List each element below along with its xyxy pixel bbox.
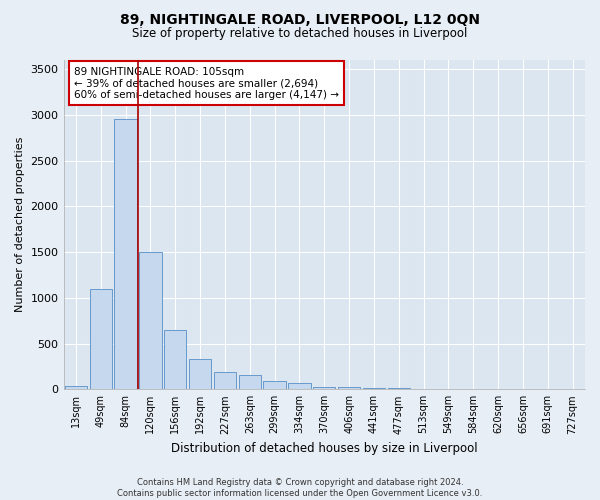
Text: Size of property relative to detached houses in Liverpool: Size of property relative to detached ho… [133,28,467,40]
Bar [189,359,211,390]
Bar [89,288,112,390]
Text: 89 NIGHTINGALE ROAD: 105sqm
← 39% of detached houses are smaller (2,694)
60% of : 89 NIGHTINGALE ROAD: 105sqm ← 39% of det… [74,66,339,100]
Bar [164,330,187,390]
Bar [313,386,335,390]
Bar [139,252,161,390]
Bar [338,387,360,390]
Bar [239,374,261,390]
Bar [363,388,385,390]
Bar [388,388,410,390]
Bar [214,372,236,390]
Y-axis label: Number of detached properties: Number of detached properties [15,137,25,312]
Bar [263,381,286,390]
Bar [288,383,311,390]
Bar [65,386,87,390]
Text: 89, NIGHTINGALE ROAD, LIVERPOOL, L12 0QN: 89, NIGHTINGALE ROAD, LIVERPOOL, L12 0QN [120,12,480,26]
Bar [115,120,137,390]
X-axis label: Distribution of detached houses by size in Liverpool: Distribution of detached houses by size … [171,442,478,455]
Text: Contains HM Land Registry data © Crown copyright and database right 2024.
Contai: Contains HM Land Registry data © Crown c… [118,478,482,498]
